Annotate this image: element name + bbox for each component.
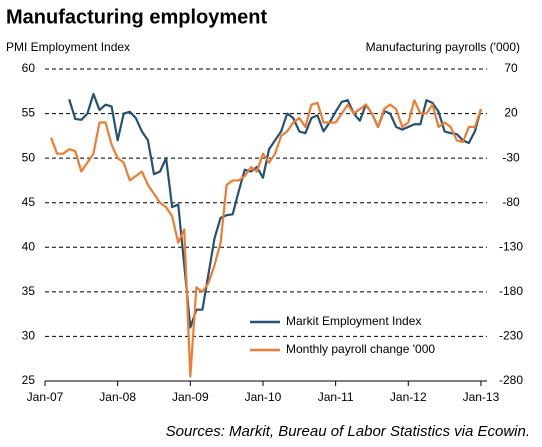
x-tick-label: Jan-07 xyxy=(27,390,64,404)
chart-title: Manufacturing employment xyxy=(6,6,267,28)
x-tick-label: Jan-10 xyxy=(245,390,282,404)
x-tick-label: Jan-09 xyxy=(172,390,209,404)
y2-tick-label: -180 xyxy=(499,284,523,298)
y-tick-label: 40 xyxy=(22,239,36,253)
source-note: Sources: Markit, Bureau of Labor Statist… xyxy=(166,423,530,440)
y2-tick-label: -130 xyxy=(499,239,523,253)
y2-tick-label: -280 xyxy=(499,373,523,387)
y2-tick-label: -80 xyxy=(502,195,520,209)
y2-tick-label: -230 xyxy=(499,329,523,343)
y2-tick-label: 70 xyxy=(504,61,518,75)
y-tick-label: 35 xyxy=(22,284,36,298)
y-tick-label: 25 xyxy=(22,373,36,387)
y-axis-title: PMI Employment Index xyxy=(6,40,130,54)
y-tick-label: 45 xyxy=(22,195,36,209)
legend-label: Monthly payroll change '000 xyxy=(286,342,435,356)
y-tick-label: 30 xyxy=(22,329,36,343)
y2-axis-title: Manufacturing payrolls ('000) xyxy=(366,40,520,54)
x-tick-label: Jan-12 xyxy=(390,390,427,404)
y-tick-label: 60 xyxy=(22,61,36,75)
y2-tick-label: -30 xyxy=(502,150,520,164)
series-line xyxy=(68,92,483,329)
x-tick-label: Jan-08 xyxy=(99,390,136,404)
x-tick-label: Jan-13 xyxy=(463,390,500,404)
legend-label: Markit Employment Index xyxy=(286,314,421,328)
x-tick-label: Jan-11 xyxy=(318,390,354,404)
y-tick-label: 55 xyxy=(22,106,36,120)
y-tick-label: 50 xyxy=(22,150,36,164)
series-line xyxy=(50,99,482,378)
y2-tick-label: 20 xyxy=(504,106,518,120)
